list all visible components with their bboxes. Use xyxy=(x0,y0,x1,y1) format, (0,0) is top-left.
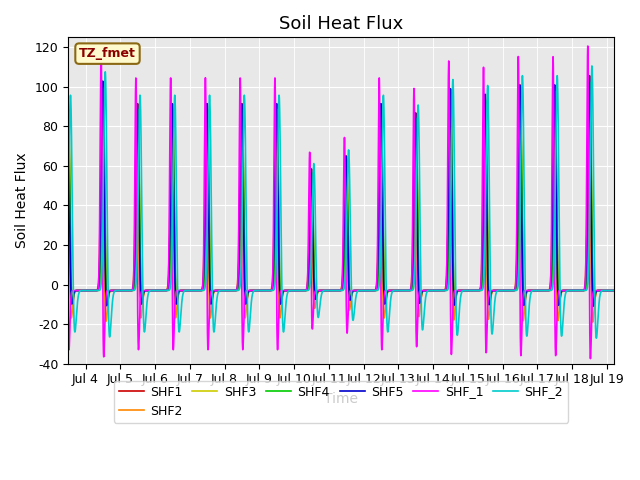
SHF1 xyxy=(64,101,72,107)
SHF2 xyxy=(589,319,596,325)
SHF1 xyxy=(137,292,145,298)
Y-axis label: Soil Heat Flux: Soil Heat Flux xyxy=(15,153,29,248)
SHF2 xyxy=(610,288,618,293)
SHF5 xyxy=(209,293,216,299)
SHF4 xyxy=(199,288,207,293)
SHF3 xyxy=(209,293,216,299)
SHF3 xyxy=(590,300,598,305)
Line: SHF4: SHF4 xyxy=(68,82,614,304)
SHF4 xyxy=(610,288,618,293)
SHF_2 xyxy=(593,336,600,341)
SHF1 xyxy=(590,303,598,309)
SHF2 xyxy=(199,282,207,288)
SHF5 xyxy=(64,107,72,113)
SHF2 xyxy=(209,296,216,301)
SHF3 xyxy=(137,287,145,293)
SHF2 xyxy=(500,288,508,293)
SHF_1 xyxy=(587,356,595,361)
SHF_1 xyxy=(610,288,618,293)
SHF1 xyxy=(209,295,216,300)
SHF_2 xyxy=(199,288,207,293)
SHF4 xyxy=(586,79,594,85)
Line: SHF2: SHF2 xyxy=(68,114,614,322)
SHF_1 xyxy=(415,290,423,296)
SHF_1 xyxy=(137,291,145,297)
SHF5 xyxy=(589,303,597,309)
SHF1 xyxy=(199,287,207,292)
SHF_2 xyxy=(610,288,618,293)
SHF3 xyxy=(586,84,594,90)
SHF_1 xyxy=(417,288,424,293)
SHF4 xyxy=(590,301,598,307)
SHF3 xyxy=(500,288,508,293)
Title: Soil Heat Flux: Soil Heat Flux xyxy=(279,15,403,33)
SHF3 xyxy=(199,288,207,293)
Legend: SHF1, SHF2, SHF3, SHF4, SHF5, SHF_1, SHF_2: SHF1, SHF2, SHF3, SHF4, SHF5, SHF_1, SHF… xyxy=(114,381,568,423)
SHF_2 xyxy=(588,63,596,69)
SHF5 xyxy=(199,285,207,291)
SHF5 xyxy=(586,73,593,79)
Line: SHF_1: SHF_1 xyxy=(68,46,614,359)
SHF3 xyxy=(417,294,424,300)
SHF4 xyxy=(500,288,508,293)
SHF5 xyxy=(610,288,618,293)
SHF1 xyxy=(610,288,618,293)
SHF3 xyxy=(415,288,423,294)
SHF1 xyxy=(417,297,424,302)
SHF_1 xyxy=(500,288,508,293)
SHF2 xyxy=(417,298,424,304)
X-axis label: Time: Time xyxy=(324,392,358,406)
SHF1 xyxy=(586,73,593,79)
SHF_2 xyxy=(137,128,145,134)
SHF5 xyxy=(415,298,423,304)
SHF5 xyxy=(500,288,508,293)
SHF_1 xyxy=(209,288,216,293)
Line: SHF1: SHF1 xyxy=(68,76,614,306)
SHF_2 xyxy=(64,226,72,231)
SHF2 xyxy=(415,313,423,319)
Text: TZ_fmet: TZ_fmet xyxy=(79,47,136,60)
SHF_2 xyxy=(415,139,423,144)
SHF3 xyxy=(64,116,72,121)
Line: SHF_2: SHF_2 xyxy=(68,66,614,338)
SHF2 xyxy=(64,167,72,172)
SHF1 xyxy=(500,288,508,293)
Line: SHF3: SHF3 xyxy=(68,87,614,302)
SHF2 xyxy=(137,315,145,321)
SHF4 xyxy=(64,112,72,118)
SHF_1 xyxy=(64,306,72,312)
SHF5 xyxy=(137,298,145,304)
SHF5 xyxy=(417,294,424,300)
SHF_2 xyxy=(500,288,508,293)
SHF4 xyxy=(417,295,424,300)
SHF1 xyxy=(415,293,423,299)
SHF2 xyxy=(585,111,593,117)
Line: SHF5: SHF5 xyxy=(68,76,614,306)
SHF4 xyxy=(137,288,145,294)
SHF4 xyxy=(209,293,216,299)
SHF_1 xyxy=(584,43,591,49)
SHF_2 xyxy=(417,275,424,280)
SHF4 xyxy=(415,289,423,295)
SHF3 xyxy=(610,288,618,293)
SHF_1 xyxy=(199,285,207,291)
SHF_2 xyxy=(209,293,216,299)
